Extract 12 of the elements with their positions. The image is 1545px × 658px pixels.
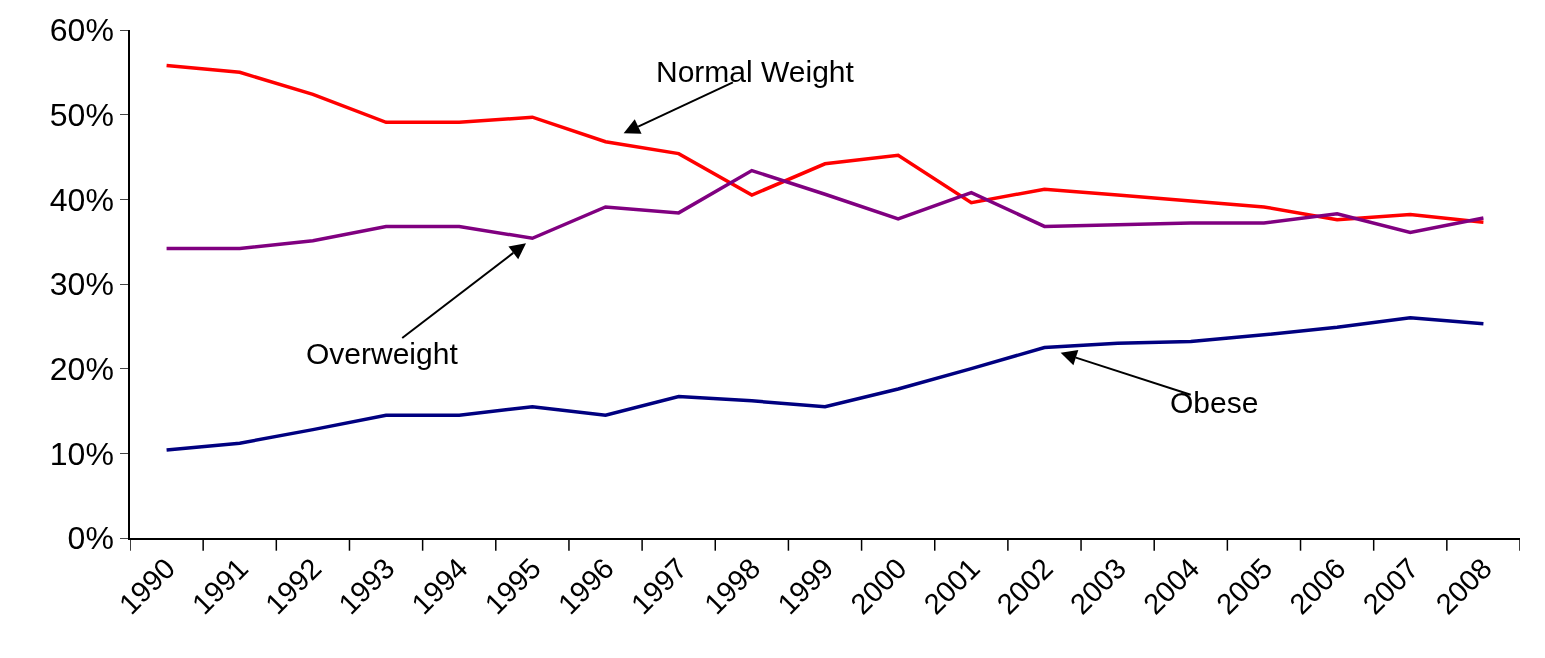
y-tick-label: 40%	[49, 181, 114, 218]
line-series	[164, 316, 1486, 452]
text: Normal Weight	[656, 55, 855, 88]
y-tick-label: 30%	[49, 266, 114, 303]
y-tick-label: 60%	[49, 12, 114, 49]
y-tick-label: 50%	[49, 96, 114, 133]
y-tick-label: 20%	[49, 350, 114, 387]
line-series	[164, 168, 1486, 251]
text: Overweight	[306, 337, 459, 370]
series-label: Obese	[1170, 386, 1259, 419]
y-tick-label: 10%	[49, 435, 114, 472]
y-tick-label: 0%	[67, 520, 114, 557]
